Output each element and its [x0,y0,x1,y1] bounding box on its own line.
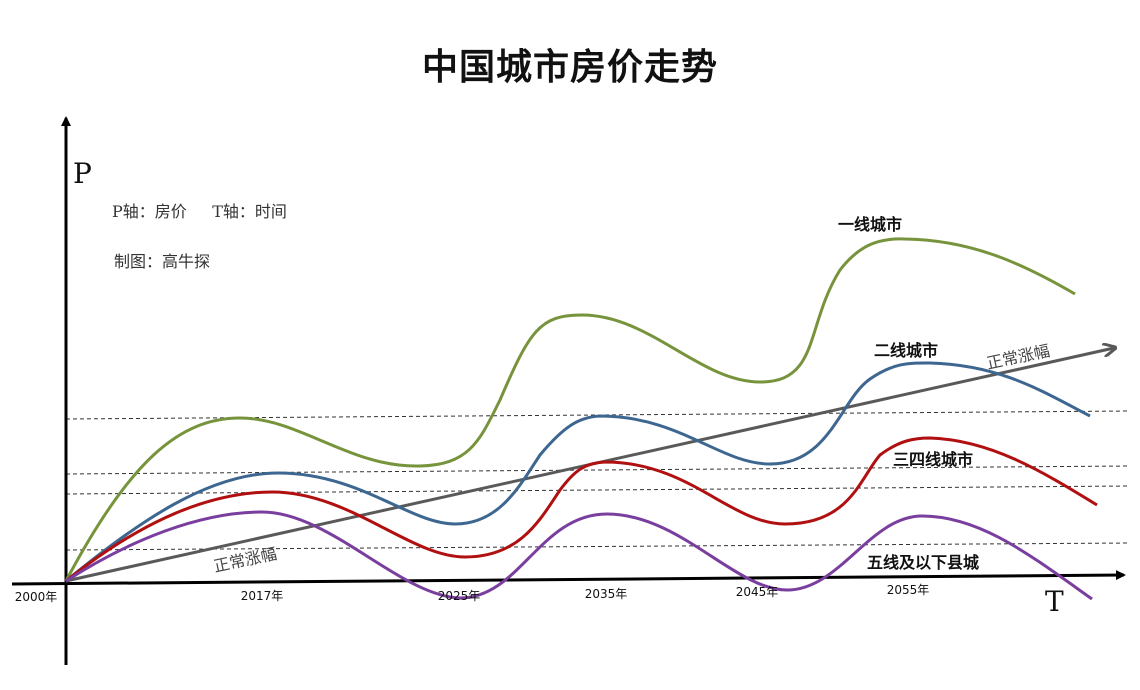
ref-line-3 [65,485,1131,495]
credit-text: 制图：高牛探 [114,252,211,271]
x-tick-labels: 2000年 2017年 2025年 2035年 2045年 2055年 [15,583,930,604]
label-五线及以下县城: 五线及以下县城 [867,553,979,572]
series-二线城市 [65,361,1091,583]
axes-description: P轴：房价 T轴：时间 [112,202,287,221]
x-axis-label: T [1045,585,1064,618]
y-axis-label: P [73,157,92,190]
chart-title: 中国城市房价走势 [421,47,718,88]
ref-line-4 [65,542,1131,551]
x-axis [11,570,1126,586]
label-二线城市: 二线城市 [874,341,938,360]
label-三四线城市: 三四线城市 [893,450,973,469]
ref-line-2 [65,465,1131,475]
x-tick-label: 2017年 [241,589,284,603]
x-tick-label: 2025年 [438,589,481,603]
series-labels: 一线城市 二线城市 三四线城市 五线及以下县城 [838,215,979,572]
x-tick-label: 2000年 [15,590,58,604]
series-一线城市 [64,237,1076,582]
series-五线及以下县城 [65,510,1093,601]
x-tick-label: 2045年 [736,585,779,599]
label-一线城市: 一线城市 [838,215,902,234]
x-tick-label: 2035年 [585,587,628,601]
x-tick-label: 2055年 [887,583,930,597]
series-三四线城市 [65,436,1098,583]
